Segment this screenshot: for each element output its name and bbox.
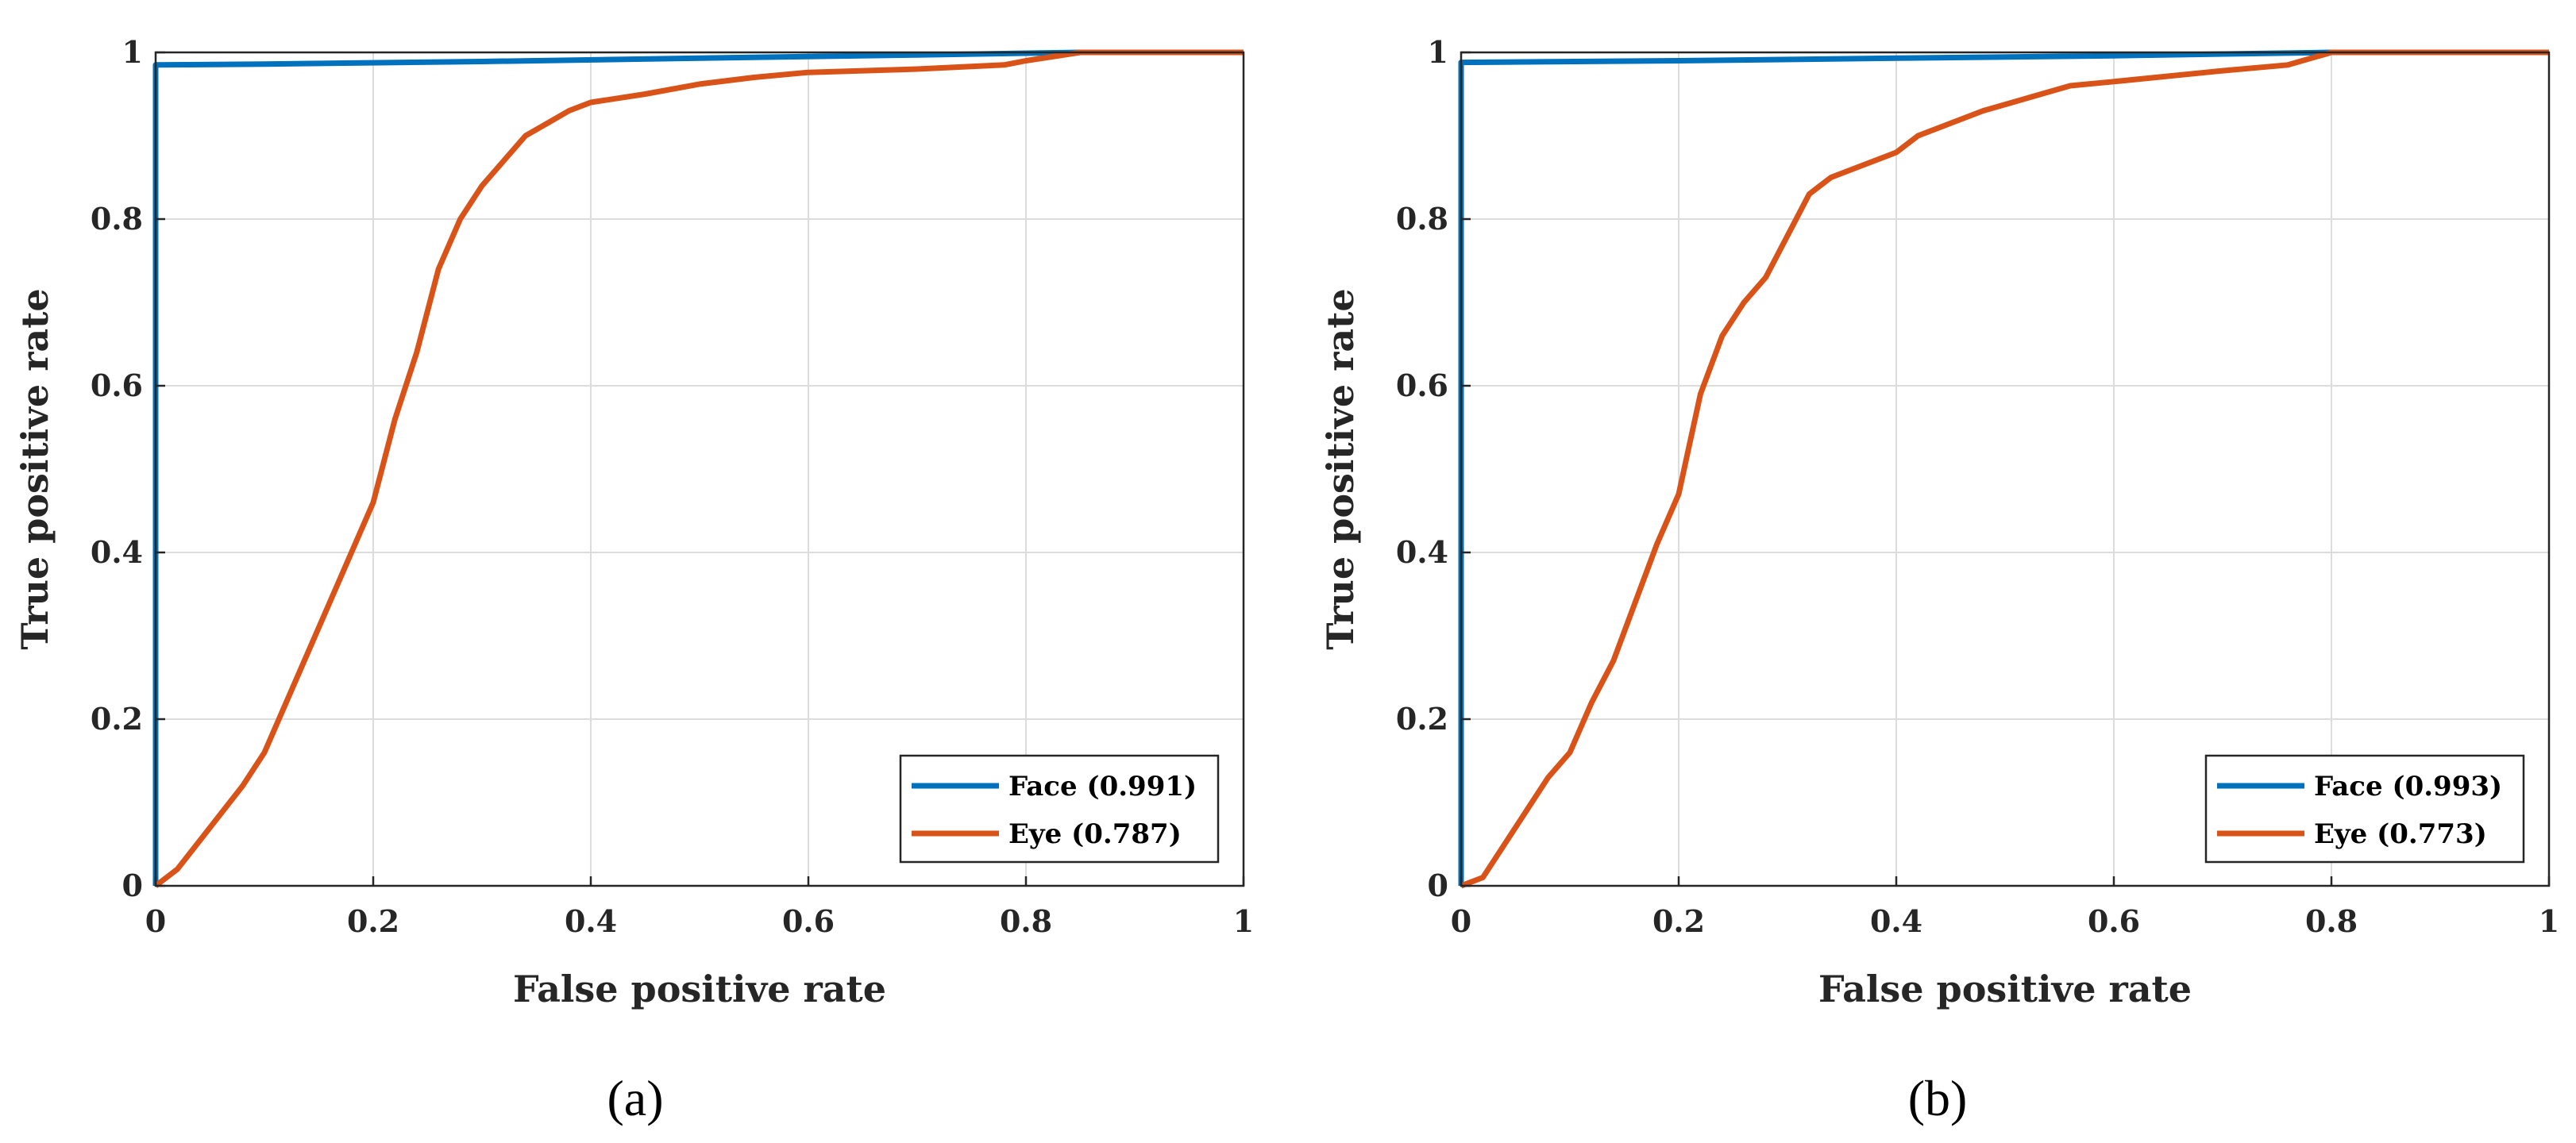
y-tick-label: 0: [122, 868, 143, 903]
y-tick-label: 1: [122, 34, 143, 70]
x-tick-label: 0.8: [2305, 903, 2358, 939]
x-tick-label: 0.8: [1000, 903, 1052, 939]
x-tick-label: 0: [145, 903, 166, 939]
y-tick-label: 0.6: [91, 368, 143, 403]
legend-label-eye: Eye (0.773): [2314, 818, 2487, 850]
y-tick-label: 0.2: [1396, 701, 1448, 737]
x-tick-label: 0.2: [1652, 903, 1705, 939]
x-tick-label: 0.2: [347, 903, 399, 939]
y-axis-label: True positive rate: [1319, 288, 1362, 649]
y-axis-label: True positive rate: [13, 288, 56, 649]
legend-label-face: Face (0.993): [2314, 771, 2502, 802]
y-tick-label: 0.8: [1396, 201, 1448, 237]
y-tick-label: 0.4: [91, 534, 143, 570]
legend-label-eye: Eye (0.787): [1008, 818, 1182, 850]
y-tick-label: 0.8: [91, 201, 143, 237]
chart-a: 0 0.2 0.4 0.6 0.8 1 0 0.2 0.4 0.6 0.8 1 False positi…: [13, 34, 1254, 1126]
x-tick-label: 0.4: [1870, 903, 1922, 939]
legend-box: [2204, 754, 2525, 864]
x-tick-label: 0: [1451, 903, 1471, 939]
legend: Face (0.993) Eye (0.773): [2204, 754, 2525, 864]
y-tick-label: 0.2: [91, 701, 143, 737]
chart-b: 0 0.2 0.4 0.6 0.8 1 0 0.2 0.4 0.6 0.8 1 False positi…: [1319, 34, 2559, 1126]
x-tick-label: 1: [2539, 903, 2559, 939]
y-tick-label: 0.4: [1396, 534, 1448, 570]
y-tick-label: 1: [1428, 34, 1448, 70]
x-tick-label: 0.4: [565, 903, 617, 939]
legend-label-face: Face (0.991): [1008, 771, 1197, 802]
x-tick-label: 1: [1233, 903, 1254, 939]
plot-frame: [1460, 51, 2551, 887]
y-tick-label: 0: [1428, 868, 1448, 903]
y-tick-label: 0.6: [1396, 368, 1448, 403]
x-axis-label: False positive rate: [1818, 968, 2192, 1010]
plot-frame: [154, 51, 1245, 887]
figure-caption: (b): [1908, 1070, 1968, 1126]
legend: Face (0.991) Eye (0.787): [899, 754, 1220, 864]
series-line-eye: [153, 49, 1244, 888]
figure-caption: (a): [607, 1070, 663, 1126]
x-tick-label: 0.6: [782, 903, 835, 939]
x-axis-label: False positive rate: [513, 968, 886, 1010]
legend-box: [899, 754, 1220, 864]
series-line-eye: [1460, 49, 2549, 889]
x-tick-label: 0.6: [2088, 903, 2140, 939]
